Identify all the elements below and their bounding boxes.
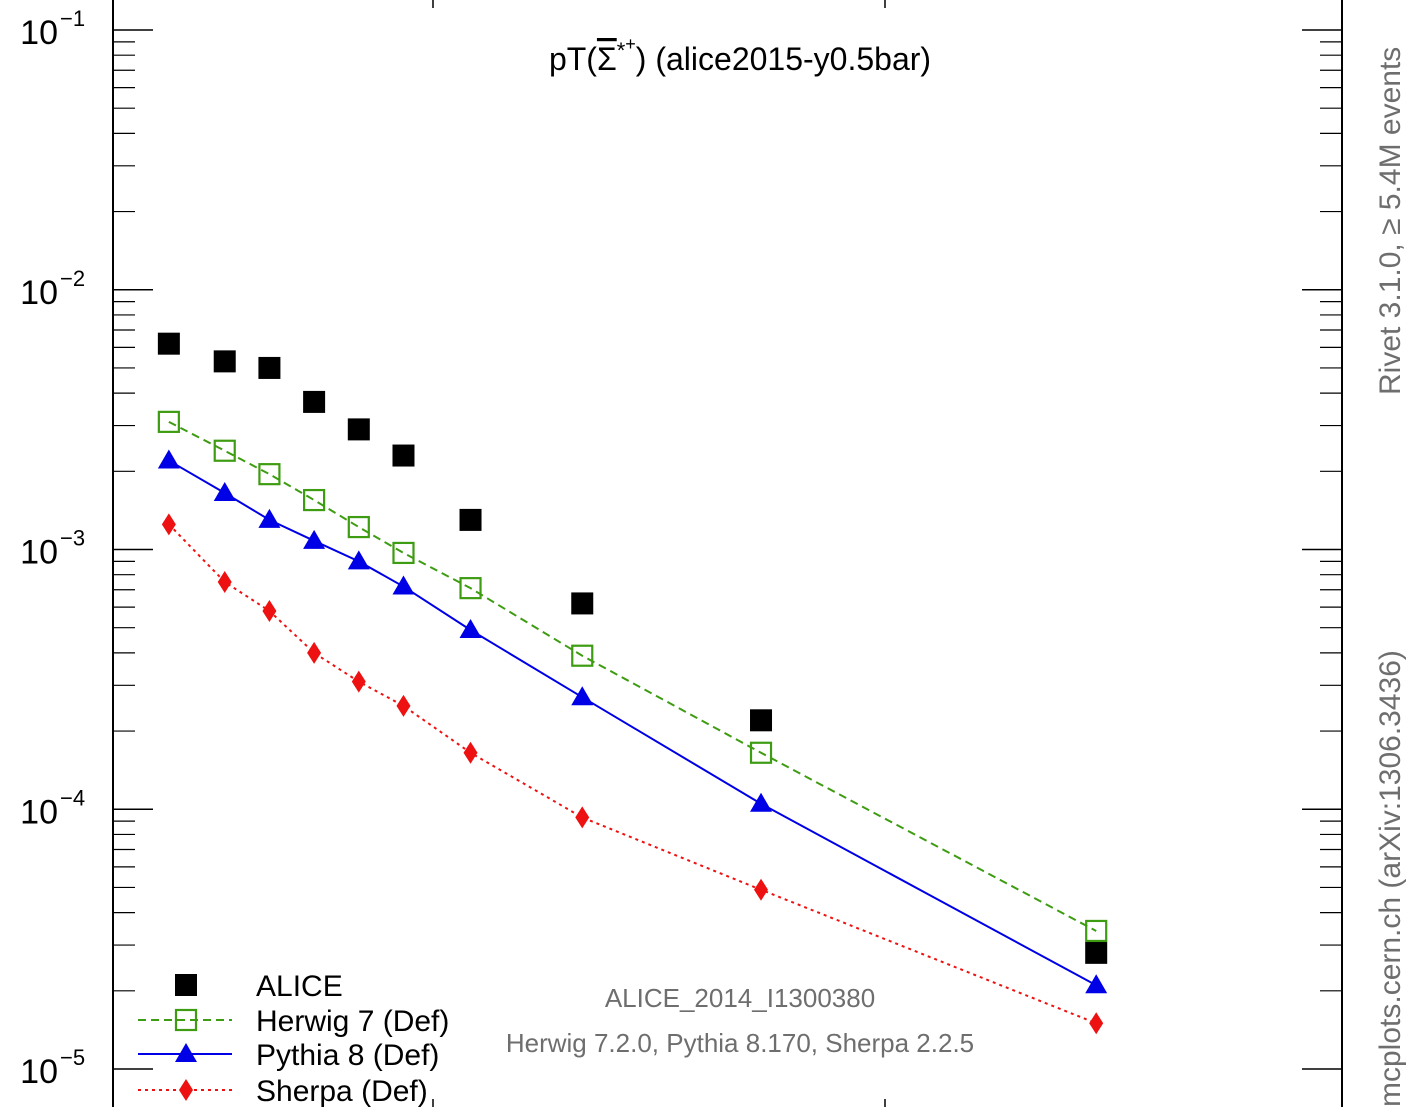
data-point [347,550,370,570]
data-point [1085,974,1108,994]
legend-marker [175,974,197,996]
data-point [258,356,281,379]
legend-entry: Sherpa (Def) [138,1075,428,1107]
y-tick-exponent: −3 [60,526,85,551]
data-point [347,515,370,539]
data-point [262,599,277,622]
data-point [749,741,773,764]
data-point [303,488,326,512]
data-point [161,513,176,536]
axis-ticks [113,0,1342,1107]
data-point [459,577,482,600]
legend-label: ALICE [256,970,343,1003]
y-tick-label: 10 [20,534,58,572]
data-point [750,792,773,812]
y-tick-label: 10 [20,1053,58,1091]
plot-frame [112,0,1343,1107]
data-point [392,575,415,595]
data-point [392,444,415,467]
chart-title: pT(Σ*+) (alice2015-y0.5bar) [549,34,931,77]
legend-marker [174,1008,198,1032]
data-point [459,618,482,638]
data-point [258,508,281,528]
data-point [571,592,594,615]
data-point [459,508,482,531]
data-point [463,741,478,764]
analysis-id-annotation: ALICE_2014_I1300380 [605,983,875,1013]
legend-label: Herwig 7 (Def) [256,1005,449,1038]
data-point [307,641,322,664]
rivet-version-label: Rivet 3.1.0, ≥ 5.4M events [1374,47,1407,395]
data-point [213,439,236,462]
generators-annotation: Herwig 7.2.0, Pythia 8.170, Sherpa 2.2.5 [506,1028,974,1058]
data-point [1085,941,1108,964]
legend-label: Sherpa (Def) [256,1075,428,1107]
data-point [303,390,326,413]
data-point [157,332,180,355]
data-point [754,878,769,901]
legend-label: Pythia 8 (Def) [256,1039,439,1072]
data-point [213,482,236,502]
y-tick-exponent: −4 [60,785,85,810]
series-line [168,523,1097,1025]
data-point [258,463,281,486]
data-point [351,670,366,693]
data-point [750,709,773,732]
data-point [392,541,415,565]
series-line [168,459,1097,987]
data-point [213,350,236,373]
legend-entry: Herwig 7 (Def) [138,1005,449,1038]
data-point [396,694,411,717]
data-point [1085,919,1108,943]
data-point [347,418,370,441]
y-tick-exponent: −1 [60,6,85,31]
y-tick-label: 10 [20,274,58,312]
series-line [168,420,1097,932]
series-1 [157,410,1108,943]
series-2 [157,449,1108,994]
data-point [217,570,232,593]
legend-entry: Pythia 8 (Def) [138,1039,439,1072]
y-tick-exponent: −2 [60,266,85,291]
data-point [303,529,326,549]
legend-entry: ALICE [175,970,343,1003]
mcplots-label: mcplots.cern.ch (arXiv:1306.3436) [1374,650,1407,1107]
series-layer [157,332,1108,1035]
y-tick-labels: 10−110−210−310−410−5 [20,6,85,1091]
data-point [575,806,590,829]
series-0 [157,332,1108,964]
y-tick-label: 10 [20,14,58,52]
legend-marker [179,1079,193,1101]
y-tick-exponent: −5 [60,1045,85,1070]
data-point [571,686,594,706]
data-point [1089,1012,1104,1035]
data-point [157,449,180,469]
series-3 [161,513,1104,1035]
y-tick-label: 10 [20,793,58,831]
data-point [157,410,180,433]
data-point [571,644,594,667]
legend-marker [175,1043,197,1062]
